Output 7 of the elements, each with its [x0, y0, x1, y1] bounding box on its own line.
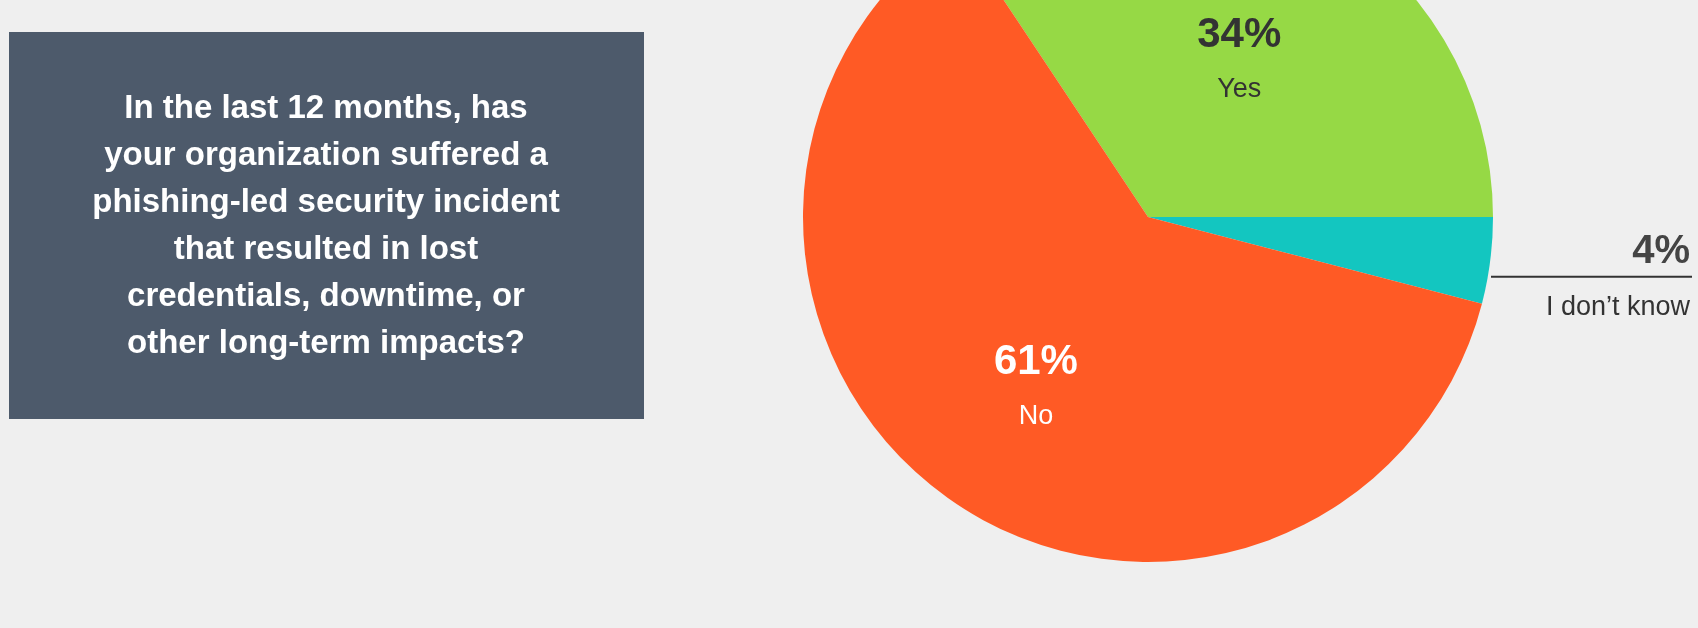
data-label: 4%: [1632, 226, 1690, 271]
text: In the last 12 months, has your organization suffered a phishing-led security incident that resulted in lost credentials, downtime, or other long-term impacts?: [92, 88, 560, 360]
data-label: 34%: [1197, 8, 1282, 56]
slice-label: Yes: [1217, 72, 1262, 103]
slice-label: No: [1018, 400, 1054, 431]
slice-label: I don’t know: [1545, 290, 1691, 321]
data-label: 61%: [993, 336, 1078, 384]
